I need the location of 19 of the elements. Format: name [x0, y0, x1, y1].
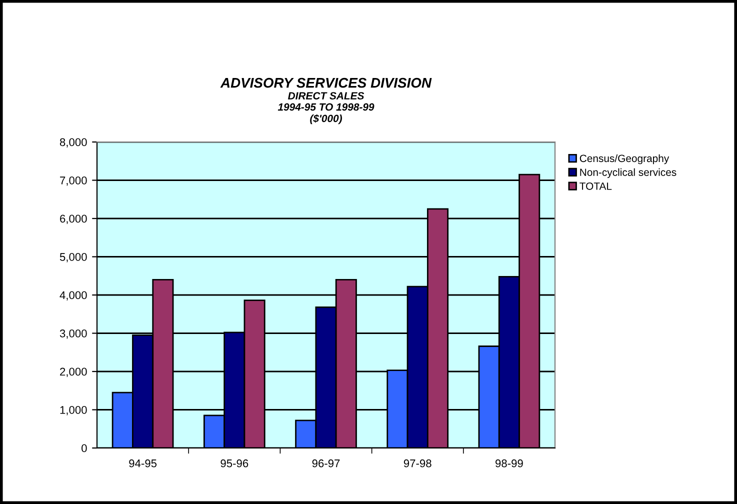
legend-label: Census/Geography — [580, 154, 670, 164]
x-tick-label: 95-96 — [220, 459, 248, 468]
y-tick-label: 7,000 — [60, 176, 87, 186]
y-tick-label: 0 — [82, 444, 87, 452]
y-tick-label: 8,000 — [60, 138, 87, 148]
y-tick-label: 1,000 — [60, 406, 87, 416]
x-tick-label: 97-98 — [404, 459, 432, 468]
legend-label: Non-cyclical services — [580, 168, 676, 178]
legend-label: TOTAL — [580, 182, 612, 190]
x-tick-label: 96-97 — [312, 459, 340, 468]
x-tick-label: 98-99 — [496, 459, 523, 468]
x-tick-label: 94-95 — [129, 459, 157, 468]
y-tick-label: 5,000 — [60, 253, 87, 262]
y-tick-label: 3,000 — [60, 330, 87, 339]
y-tick-label: 6,000 — [60, 214, 87, 224]
chart-subtitle: DIRECT SALES 1994-95 TO 1998-99 ($'000) — [278, 92, 374, 124]
y-tick-label: 4,000 — [60, 291, 87, 300]
y-tick-label: 2,000 — [60, 368, 87, 377]
chart-title: ADVISORY SERVICES DIVISION — [220, 78, 432, 88]
